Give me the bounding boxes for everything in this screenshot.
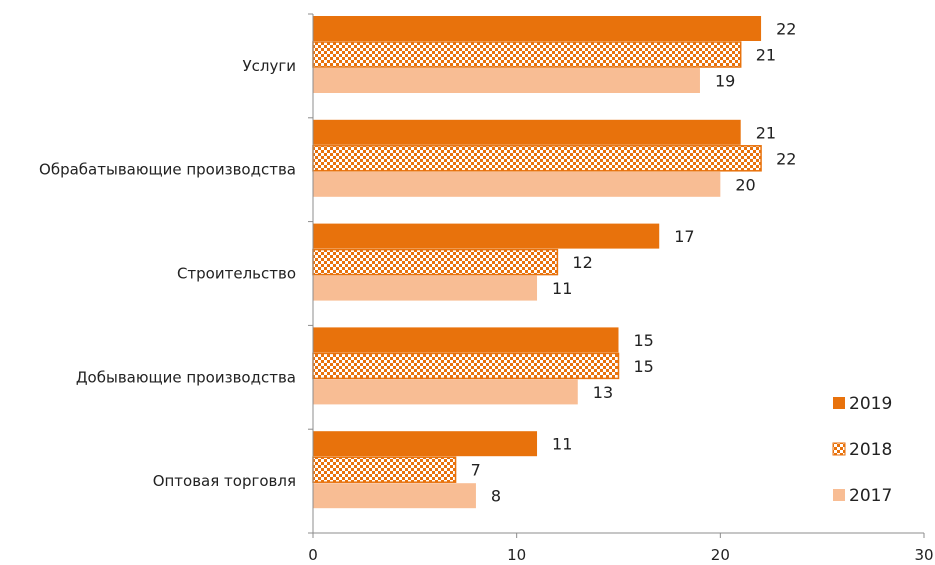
data-label: 11: [552, 279, 572, 298]
data-label: 19: [715, 72, 735, 91]
bar-2019: [313, 327, 619, 353]
legend-item-2017: 2017: [833, 486, 892, 506]
data-label: 8: [491, 487, 501, 506]
bar-2017: [313, 379, 578, 405]
category-label: Услуги: [243, 57, 296, 75]
data-label: 7: [471, 461, 481, 480]
data-label: 21: [756, 46, 776, 65]
data-label: 12: [572, 253, 592, 272]
data-label: 21: [756, 123, 776, 142]
axes-group: 0 10 20 30: [308, 13, 934, 564]
bar-2017: [313, 275, 538, 301]
legend-item-2018: 2018: [832, 440, 892, 460]
data-label: 11: [552, 435, 572, 454]
legend-item-2019: 2019: [833, 394, 892, 414]
category-label: Строительство: [177, 265, 296, 283]
bar-2017: [313, 171, 721, 197]
bar-2019: [313, 431, 538, 457]
bar-2017: [313, 68, 700, 93]
x-tick-label: 0: [308, 546, 318, 564]
x-tick-label: 20: [711, 546, 730, 564]
bar-2019: [313, 223, 660, 249]
legend-label: 2017: [849, 486, 892, 506]
data-label: 20: [735, 175, 755, 194]
bar-2018: [312, 456, 457, 483]
x-tick-label: 30: [914, 546, 933, 564]
bar-2018: [312, 41, 742, 68]
legend-label: 2019: [849, 394, 892, 414]
bar-2018: [312, 145, 762, 172]
category-label: Обрабатывающие производства: [39, 161, 296, 179]
legend: 2019 2018 2017: [832, 394, 892, 506]
data-label: 15: [634, 331, 654, 350]
bars-group: [312, 16, 762, 509]
category-labels-group: Услуги Обрабатывающие производства Строите…: [39, 57, 296, 490]
legend-swatch: [832, 442, 846, 456]
x-tick-label: 10: [507, 546, 526, 564]
data-label: 13: [593, 383, 613, 402]
bar-2019: [313, 16, 762, 41]
legend-swatch: [833, 489, 845, 501]
bar-2019: [313, 119, 741, 145]
category-label: Добывающие производства: [76, 368, 296, 386]
legend-swatch: [833, 397, 845, 409]
bar-2018: [312, 248, 559, 276]
data-label: 22: [776, 149, 796, 168]
bar-2018: [312, 352, 620, 380]
data-label: 15: [634, 357, 654, 376]
data-label: 22: [776, 20, 796, 39]
category-label: Оптовая торговля: [153, 472, 296, 490]
bar-2017: [313, 483, 476, 509]
data-label: 17: [674, 227, 694, 246]
legend-label: 2018: [849, 440, 892, 460]
